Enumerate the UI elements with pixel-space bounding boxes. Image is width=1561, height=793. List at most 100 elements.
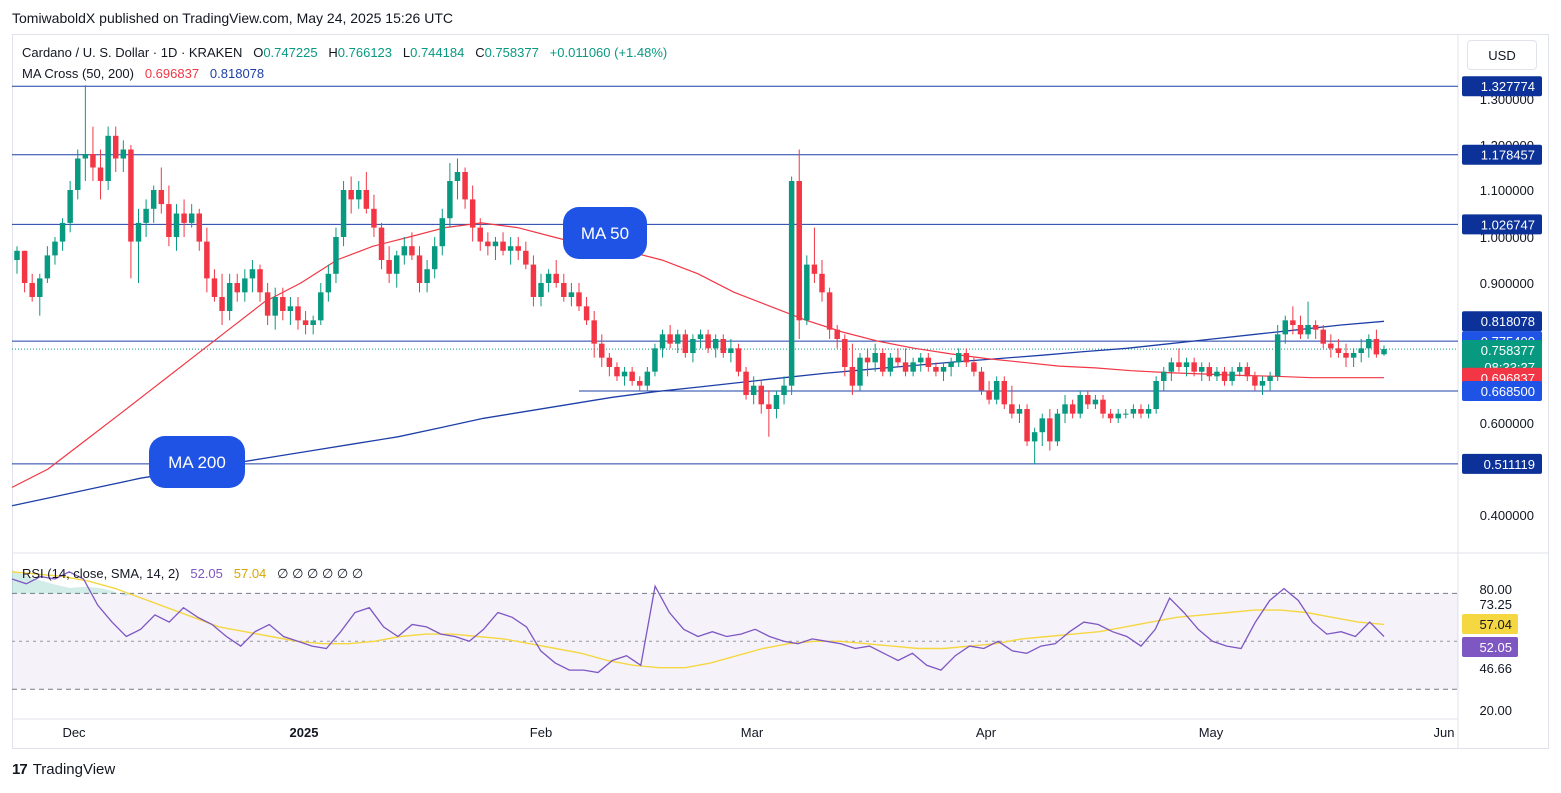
ma50-annotation-text: MA 50 [581, 224, 629, 243]
rsi-axis-label-bg [1462, 637, 1518, 657]
candle [333, 227, 339, 283]
candle-body [257, 269, 263, 293]
time-tick-label: 2025 [290, 725, 319, 740]
candle [826, 287, 833, 339]
candle-body [439, 218, 446, 247]
time-tick-label: Feb [530, 725, 552, 740]
ma200-annotation-bg [149, 436, 245, 488]
rsi-sma-line [11, 571, 1385, 669]
candle [978, 367, 985, 395]
candle-body [606, 357, 613, 367]
candle [257, 264, 263, 302]
candle [674, 329, 681, 353]
candle-body [1305, 325, 1311, 335]
candle-body [834, 329, 840, 339]
candle-body [842, 339, 848, 367]
candle [1312, 320, 1319, 339]
candle [492, 237, 499, 260]
candle-body [682, 334, 689, 353]
candle-body [1214, 371, 1220, 377]
candle-body [773, 395, 780, 409]
candle-body [1069, 404, 1076, 414]
candle [14, 246, 20, 274]
candle-body [1123, 413, 1129, 415]
candle [356, 181, 362, 209]
candle-body [750, 385, 757, 395]
candle-body [67, 190, 73, 223]
candle-body [599, 343, 605, 358]
close-label: C [475, 45, 485, 60]
candle-body [705, 334, 711, 349]
candle [211, 269, 218, 302]
candle [59, 218, 66, 251]
candle [1252, 371, 1258, 391]
candle-body [538, 283, 544, 297]
candle [796, 149, 802, 339]
rsi-sma-value: 57.04 [233, 566, 267, 581]
candle [1221, 367, 1228, 386]
candle [1031, 427, 1038, 465]
candle [781, 376, 787, 405]
candle [52, 237, 58, 265]
candle-body [378, 227, 385, 260]
symbol-title: Cardano / U. S. Dollar · 1D · KRAKEN [22, 45, 243, 60]
rsi-sma-axis-label-bg [1462, 614, 1518, 634]
candle-body [629, 371, 635, 381]
candle-body [143, 208, 149, 223]
candle [447, 163, 453, 228]
candle-body [105, 135, 111, 181]
candle-body [1191, 362, 1197, 372]
candle [371, 194, 377, 237]
candle-body [826, 292, 833, 330]
candle [568, 283, 575, 307]
candle-body [918, 357, 924, 363]
candle-body [82, 154, 89, 159]
candle [523, 241, 529, 270]
price-tick-label: 0.400000 [1480, 508, 1534, 523]
candle-body [363, 190, 370, 209]
candle [386, 246, 392, 283]
candle [1320, 325, 1326, 349]
candle-body [1145, 409, 1152, 414]
candle [181, 199, 187, 237]
price-axis-label-bg [1462, 311, 1542, 332]
candle [287, 297, 294, 325]
candle-body [887, 357, 894, 372]
candle-body [925, 357, 932, 367]
candle [621, 367, 628, 386]
candle [1047, 409, 1053, 451]
candle-body [59, 222, 66, 242]
candle-body [1373, 339, 1380, 355]
candle-body [318, 292, 324, 321]
publisher-caption: TomiwaboldX published on TradingView.com… [12, 10, 453, 26]
candle-body [52, 241, 58, 256]
candle [128, 145, 134, 279]
time-tick-label: Mar [741, 725, 764, 740]
candle [1236, 362, 1243, 377]
candle-body [1366, 339, 1372, 349]
candle [880, 348, 886, 377]
chart-frame [12, 34, 1549, 749]
candle [97, 149, 104, 200]
candle-body [971, 362, 977, 372]
candle-body [1161, 371, 1167, 381]
tradingview-brand[interactable]: 17 TradingView [12, 761, 115, 778]
candle-body [1009, 404, 1015, 414]
rsi-line [11, 571, 1385, 674]
candle-body [226, 283, 233, 311]
candle [431, 237, 438, 279]
currency-button[interactable]: USD [1467, 40, 1537, 70]
price-axis-label: 1.026747 [1462, 214, 1542, 235]
candle-body [401, 246, 408, 256]
candle-body [1274, 334, 1281, 377]
time-tick-label: Dec [62, 725, 86, 740]
candle-body [530, 264, 537, 297]
candle-body [280, 297, 286, 311]
rsi-axis-label-text: 52.05 [1479, 640, 1512, 655]
candle [652, 343, 658, 377]
candle-body [295, 306, 301, 321]
candle [545, 269, 552, 293]
candle-body [728, 348, 734, 353]
candle-body [1312, 325, 1319, 330]
